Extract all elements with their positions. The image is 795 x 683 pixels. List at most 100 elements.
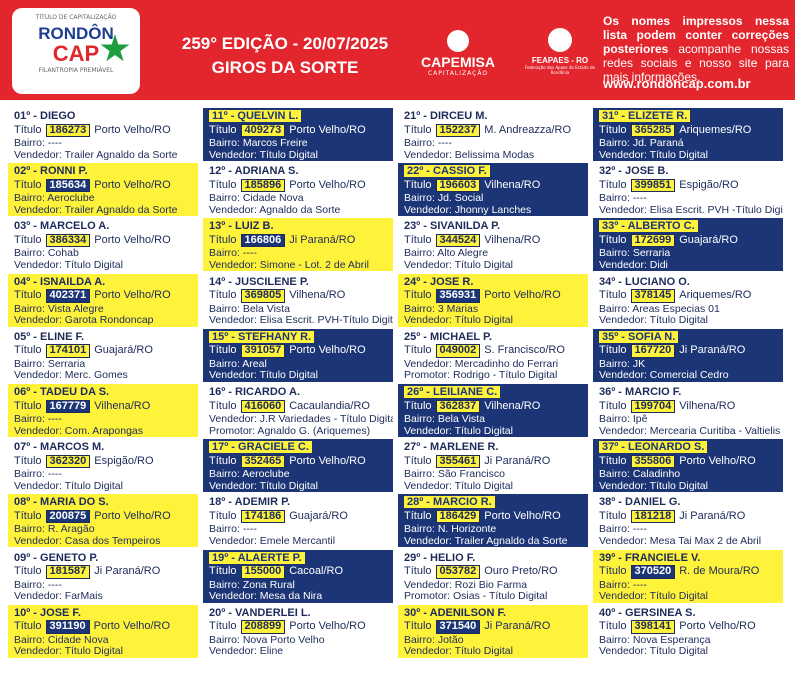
ticket-label: Título — [209, 233, 237, 246]
ticket-number: 416060 — [240, 399, 286, 413]
ticket-label: Título — [404, 399, 432, 412]
ticket-line: Título 172699 Guajará/RO — [599, 233, 777, 248]
detail-line: Vendedor: Didi — [599, 258, 668, 271]
winner-heading: 40º - GERSINEA S. — [599, 606, 777, 620]
ticket-number: 174186 — [240, 509, 286, 524]
ticket-number: 362320 — [45, 454, 91, 469]
winner-name: 21º - DIRCEU M. — [404, 110, 488, 122]
winner-name: 09º - GENETO P. — [14, 551, 99, 564]
winner-name: 40º - GERSINEA S. — [599, 606, 696, 619]
winner-cell: 05º - ELINE F. Título 174101 Guajará/RO Bair… — [8, 328, 198, 382]
detail-line: Vendedor: Merc. Gomes — [14, 369, 128, 382]
ticket-line: Título 371540 Ji Paraná/RO — [404, 620, 582, 634]
detail-line: Vendedor: Mesa da Nira — [209, 590, 323, 603]
winner-heading: 18º - ADEMIR P. — [209, 497, 387, 509]
detail-line: Vendedor: Título Digital — [14, 258, 123, 271]
winner-cell: 22º - CASSIO F. Título 196603 Vilhena/RO Bai… — [398, 163, 588, 217]
detail-line: Bairro: Alto Alegre — [404, 247, 489, 260]
ticket-label: Título — [599, 178, 627, 191]
ticket-line: Título 167779 Vilhena/RO — [14, 399, 192, 413]
winner-name: 23º - SIVANILDA P. — [404, 220, 501, 233]
ticket-line: Título 196603 Vilhena/RO — [404, 178, 582, 193]
ticket-number: 174101 — [45, 344, 91, 358]
capemisa-logo: CAPEMISA CAPITALIZAÇÃO — [418, 30, 498, 77]
detail-line: Bairro: Jd. Social — [404, 192, 484, 205]
ticket-number: 181587 — [45, 565, 91, 579]
winner-cell: 34º - LUCIANO O. Título 378145 Ariquemes/RO… — [593, 273, 783, 327]
detail-line: Bairro: Cidade Nova — [14, 633, 109, 646]
ticket-line: Título 185896 Porto Velho/RO — [209, 178, 387, 193]
ticket-line: Título 356931 Porto Velho/RO — [404, 289, 582, 303]
ticket-number: 172699 — [630, 233, 676, 248]
detail-line: Vendedor: Título Digital — [404, 258, 513, 271]
winner-heading: 28º - MARCIO R. — [404, 496, 582, 509]
detail-line: Vendedor: Título Digital — [599, 479, 708, 492]
ticket-label: Título — [14, 289, 42, 302]
ticket-line: Título 365285 Ariquemes/RO — [599, 123, 777, 137]
city: Ariquemes/RO — [679, 289, 752, 302]
detail-line: Vendedor: Título Digital — [209, 479, 318, 492]
feapaes-sub: Federação das Apaes do Estado de Rondôni… — [524, 65, 596, 75]
winner-heading: 11º - QUELVIN L. — [209, 110, 387, 123]
detail-line: Bairro: Bela Vista — [404, 413, 485, 425]
winner-name: 24º - JOSE R. — [404, 275, 474, 288]
winner-cell: 24º - JOSE R. Título 356931 Porto Velho/RO B… — [398, 273, 588, 327]
detail-line: Vendedor: Trailer Agnaldo da Sorte — [404, 534, 568, 547]
ticket-line: Título 378145 Ariquemes/RO — [599, 289, 777, 303]
city: Ouro Preto/RO — [484, 565, 558, 578]
ticket-label: Título — [404, 344, 432, 357]
ticket-line: Título 398141 Porto Velho/RO — [599, 620, 777, 634]
detail-line: Vendedor: Agnaldo da Sorte — [209, 203, 341, 216]
detail-line: Vendedor: Título Digital — [404, 424, 513, 437]
detail-line: Vendedor: Com. Arapongas — [14, 424, 144, 437]
detail-line: Bairro: Jotão — [404, 633, 464, 646]
detail-line: Bairro: N. Horizonte — [404, 523, 497, 536]
notice-bold: Os nomes impressos nessa lista podem con… — [603, 14, 789, 56]
detail-line: Vendedor: Mercadinho do Ferrari — [404, 357, 559, 370]
ticket-label: Título — [599, 565, 627, 578]
winner-heading: 27º - MARLENE R. — [404, 441, 582, 454]
site-link[interactable]: www.rondoncap.com.br — [603, 76, 751, 91]
detail-line: Vendedor: Título Digital — [209, 148, 318, 161]
winner-cell: 30º - ADENILSON F. Título 371540 Ji Paraná/… — [398, 604, 588, 658]
ticket-line: Título 399851 Espigão/RO — [599, 178, 777, 193]
ticket-number: 200875 — [45, 509, 91, 524]
winner-heading: 25º - MICHAEL P. — [404, 331, 582, 344]
ticket-number: 391057 — [240, 344, 286, 358]
winner-name: 06º - TADEU DA S. — [14, 386, 110, 398]
ticket-label: Título — [404, 620, 432, 633]
city: Vilhena/RO — [484, 233, 541, 246]
city: Porto Velho/RO — [289, 178, 366, 191]
ticket-line: Título 174186 Guajará/RO — [209, 509, 387, 524]
winner-cell: 04º - ISNAILDA A. Título 402371 Porto Velho… — [8, 273, 198, 327]
detail-line: Promotor: Osias - Título Digital — [404, 590, 548, 603]
ticket-line: Título 391190 Porto Velho/RO — [14, 620, 192, 634]
ticket-number: 166806 — [240, 233, 286, 248]
detail-line: Bairro: 3 Marias — [404, 302, 479, 315]
detail-line: Vendedor: Título Digital — [14, 645, 123, 658]
ticket-line: Título 386334 Porto Velho/RO — [14, 233, 192, 248]
detail-line: Bairro: Aeroclube — [14, 192, 95, 205]
winner-cell: 12º - ADRIANA S. Título 185896 Porto Velho/… — [203, 163, 393, 217]
ticket-number: 398141 — [630, 620, 676, 634]
detail-line: Bairro: Marcos Freire — [209, 137, 308, 149]
ticket-label: Título — [209, 454, 237, 467]
ticket-number: 167779 — [45, 399, 91, 413]
ticket-line: Título 185634 Porto Velho/RO — [14, 178, 192, 193]
detail-line: Bairro: Vista Alegre — [14, 302, 104, 315]
city: Porto Velho/RO — [484, 509, 561, 522]
ticket-line: Título 186273 Porto Velho/RO — [14, 123, 192, 137]
city: Espigão/RO — [679, 178, 739, 191]
detail-line: Bairro: ---- — [599, 192, 647, 205]
ticket-label: Título — [209, 123, 237, 136]
city: Porto Velho/RO — [289, 454, 366, 467]
winner-name: 22º - CASSIO F. — [404, 165, 490, 178]
detail-line: Bairro: ---- — [14, 578, 62, 591]
city: Vilhena/RO — [679, 399, 736, 412]
winner-cell: 19º - ALAERTE P. Título 155000 Cacoal/RO Bai… — [203, 549, 393, 603]
detail-line: Bairro: JK — [599, 357, 646, 370]
winner-heading: 02º - RONNI P. — [14, 165, 192, 178]
ticket-line: Título 352465 Porto Velho/RO — [209, 454, 387, 469]
winner-heading: 15º - STEFHANY R. — [209, 330, 387, 344]
